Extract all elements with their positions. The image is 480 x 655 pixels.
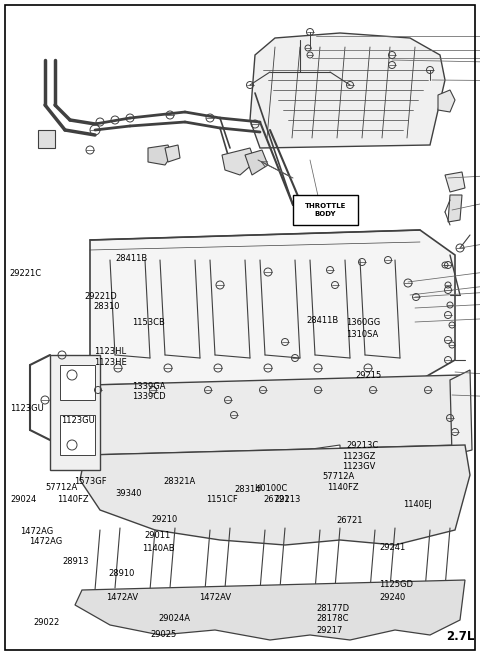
Polygon shape [80, 445, 470, 545]
Text: 29024: 29024 [11, 495, 37, 504]
Text: 57712A: 57712A [323, 472, 355, 481]
Text: 1123GV: 1123GV [342, 462, 375, 471]
Text: 1472AG: 1472AG [29, 537, 62, 546]
Text: 28913: 28913 [62, 557, 89, 566]
Text: 1140EJ: 1140EJ [403, 500, 432, 509]
Ellipse shape [264, 479, 302, 511]
Ellipse shape [327, 405, 359, 425]
Text: 28321A: 28321A [163, 477, 195, 486]
Text: 2.7L: 2.7L [446, 630, 475, 643]
Text: 1140FZ: 1140FZ [57, 495, 88, 504]
Text: 28411B: 28411B [306, 316, 338, 326]
Text: 29024A: 29024A [158, 614, 191, 624]
Polygon shape [222, 148, 255, 175]
Ellipse shape [96, 479, 134, 511]
Text: 1123GU: 1123GU [61, 416, 95, 425]
Text: 28178C: 28178C [317, 614, 349, 623]
Ellipse shape [270, 405, 302, 425]
Ellipse shape [276, 408, 296, 422]
Text: 1472AV: 1472AV [106, 593, 138, 602]
Text: 29221D: 29221D [84, 291, 117, 301]
Text: 28411B: 28411B [115, 254, 147, 263]
Ellipse shape [214, 484, 240, 506]
Text: 1360GG: 1360GG [346, 318, 380, 328]
Polygon shape [293, 195, 358, 225]
Ellipse shape [320, 479, 358, 511]
Text: 1140AB: 1140AB [142, 544, 174, 553]
Text: 29022: 29022 [34, 618, 60, 627]
Polygon shape [60, 415, 95, 455]
Ellipse shape [335, 91, 365, 109]
Ellipse shape [99, 405, 131, 425]
Text: 1123HE: 1123HE [94, 358, 126, 367]
Ellipse shape [382, 484, 408, 506]
Ellipse shape [156, 405, 188, 425]
Ellipse shape [213, 405, 245, 425]
Polygon shape [60, 365, 95, 400]
Text: 1310SA: 1310SA [346, 329, 378, 339]
Polygon shape [148, 145, 172, 165]
Text: 1339GA: 1339GA [132, 382, 166, 391]
Text: 1472AG: 1472AG [20, 527, 53, 536]
Ellipse shape [102, 484, 128, 506]
Text: 29025: 29025 [150, 629, 176, 639]
Text: 57712A: 57712A [46, 483, 78, 493]
Ellipse shape [270, 484, 296, 506]
Text: 29011: 29011 [144, 531, 170, 540]
Text: 29221C: 29221C [10, 269, 42, 278]
Ellipse shape [158, 484, 184, 506]
Text: 29210: 29210 [151, 515, 178, 524]
Text: 29213: 29213 [275, 495, 301, 504]
Polygon shape [438, 90, 455, 112]
Text: 1140FZ: 1140FZ [327, 483, 359, 493]
Ellipse shape [152, 479, 190, 511]
Ellipse shape [376, 479, 414, 511]
Ellipse shape [390, 408, 410, 422]
Polygon shape [75, 580, 465, 640]
Text: 39340: 39340 [115, 489, 142, 498]
Polygon shape [250, 33, 445, 148]
Polygon shape [85, 375, 465, 455]
Text: 29240: 29240 [379, 593, 406, 602]
Ellipse shape [208, 479, 246, 511]
Ellipse shape [384, 405, 416, 425]
Text: 1339CD: 1339CD [132, 392, 166, 402]
Polygon shape [50, 355, 100, 470]
Text: 1123HL: 1123HL [94, 347, 126, 356]
Text: 1125GD: 1125GD [379, 580, 413, 590]
Text: 29213C: 29213C [347, 441, 379, 450]
Ellipse shape [333, 408, 353, 422]
Text: 1123GZ: 1123GZ [342, 452, 375, 461]
Text: 28310: 28310 [94, 302, 120, 311]
Text: 26721: 26721 [263, 495, 289, 504]
Text: 1151CF: 1151CF [206, 495, 238, 504]
Polygon shape [448, 195, 462, 222]
Ellipse shape [219, 408, 239, 422]
Ellipse shape [326, 484, 352, 506]
Polygon shape [90, 230, 455, 385]
Polygon shape [445, 172, 465, 192]
Text: 28910: 28910 [108, 569, 134, 578]
Polygon shape [165, 145, 180, 162]
Text: 1472AV: 1472AV [199, 593, 231, 602]
Polygon shape [38, 130, 55, 148]
Text: 29241: 29241 [379, 543, 406, 552]
Text: 28314: 28314 [234, 485, 261, 495]
Text: 1153CB: 1153CB [132, 318, 165, 327]
Text: H0100C: H0100C [254, 484, 288, 493]
Text: 26721: 26721 [336, 516, 362, 525]
Text: 1123GU: 1123GU [11, 404, 44, 413]
Polygon shape [305, 445, 340, 470]
Polygon shape [245, 150, 268, 175]
Text: 28177D: 28177D [317, 604, 350, 613]
Ellipse shape [105, 408, 125, 422]
Polygon shape [450, 370, 472, 455]
Text: 29217: 29217 [317, 626, 343, 635]
Text: THROTTLE
BODY: THROTTLE BODY [305, 204, 346, 217]
Ellipse shape [162, 408, 182, 422]
Text: 1573GF: 1573GF [74, 477, 107, 486]
Text: 29215: 29215 [355, 371, 382, 381]
